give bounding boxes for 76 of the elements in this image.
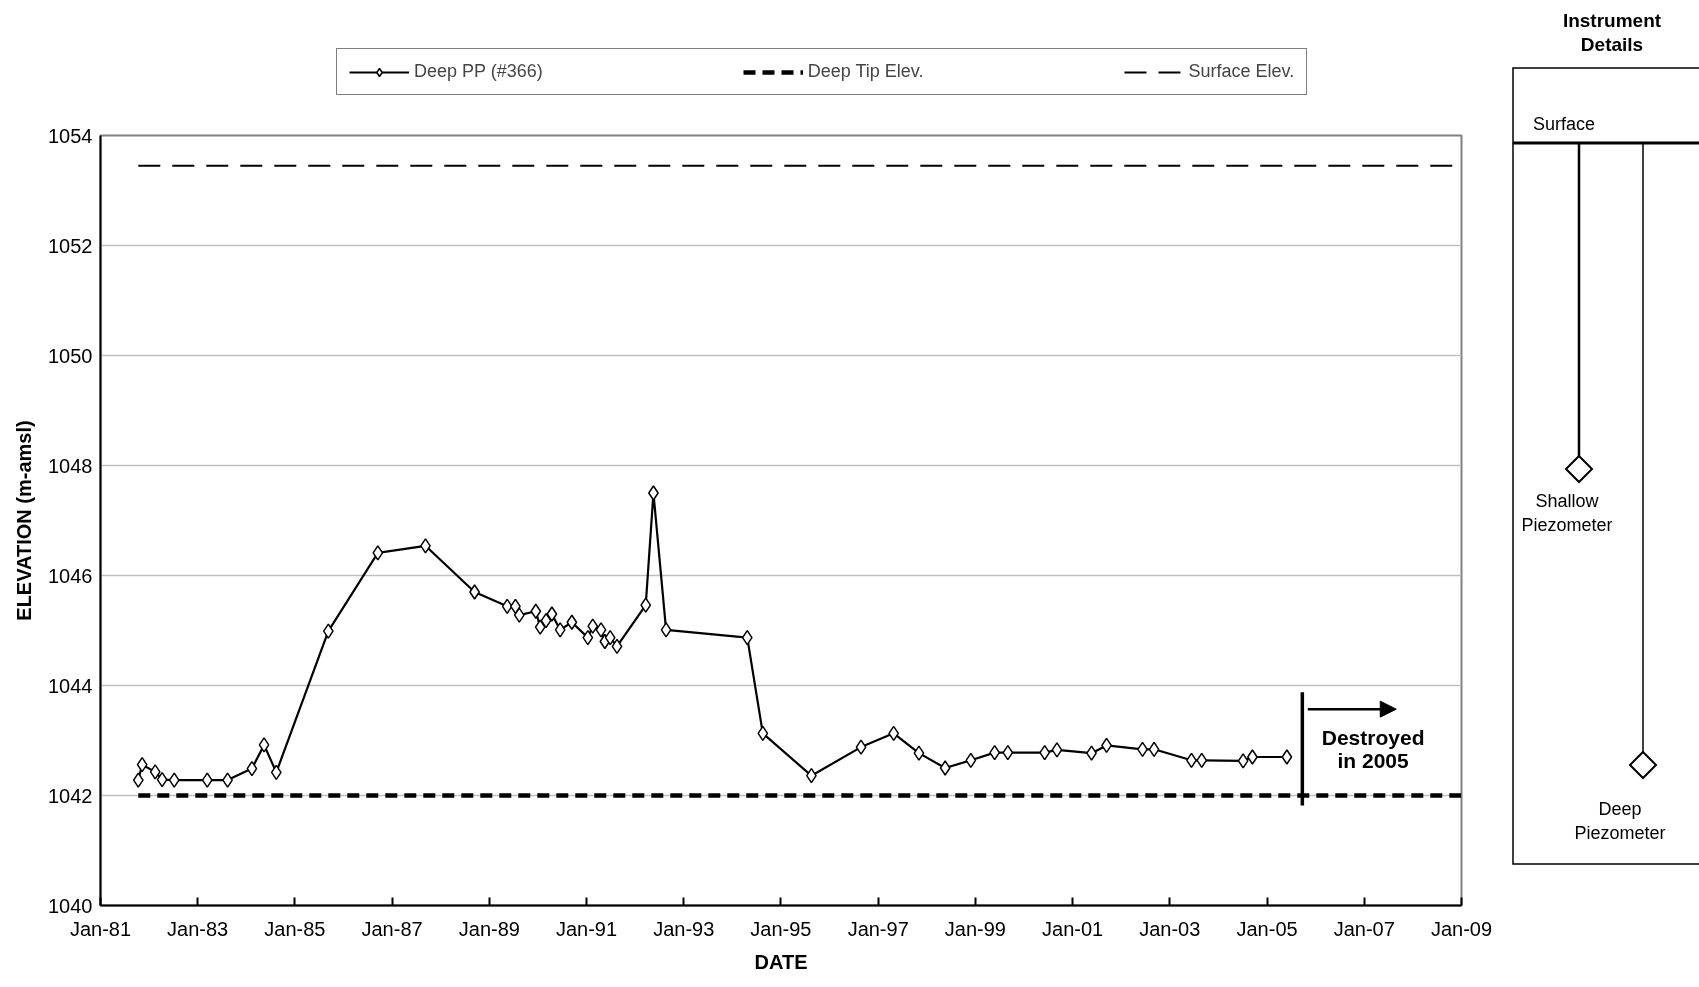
point <box>132 772 144 788</box>
y-tick-label: 1050 <box>48 344 93 367</box>
point <box>640 597 652 613</box>
y-tick-label: 1042 <box>48 784 93 807</box>
x-tick-label: Jan-87 <box>361 917 423 940</box>
point <box>757 725 769 742</box>
point <box>534 619 546 635</box>
point <box>1196 752 1208 769</box>
ref-line-label: Destroyed in 2005 <box>1321 726 1425 773</box>
point <box>258 737 270 753</box>
point <box>168 772 180 788</box>
y-tick-label: 1040 <box>48 894 93 917</box>
x-tick-label: Jan-85 <box>264 917 326 940</box>
x-tick-label: Jan-07 <box>1333 917 1395 940</box>
point <box>595 622 607 638</box>
text: Deep Piezometer <box>1574 799 1666 843</box>
y-tick-label: 1048 <box>48 454 93 477</box>
legend-label: Deep PP (#366) <box>414 61 543 82</box>
point <box>513 607 525 623</box>
x-tick-label: Jan-89 <box>458 917 520 940</box>
point <box>566 614 578 630</box>
point <box>530 603 542 619</box>
point <box>501 598 513 615</box>
x-tick-label: Jan-97 <box>847 917 909 940</box>
y-tick-label: 1052 <box>48 234 93 257</box>
x-tick-label: Jan-01 <box>1042 917 1104 940</box>
point <box>888 725 900 742</box>
legend-label: Surface Elev. <box>1188 61 1295 82</box>
point <box>546 606 558 622</box>
point <box>372 545 384 561</box>
point <box>246 760 258 777</box>
x-tick-label: Jan-03 <box>1139 917 1201 940</box>
point <box>1281 749 1293 765</box>
point <box>989 744 1001 761</box>
point <box>582 629 594 646</box>
x-axis-title: DATE <box>754 950 808 973</box>
point <box>604 629 616 646</box>
point <box>587 618 599 634</box>
point <box>660 622 672 638</box>
point <box>222 772 234 788</box>
point <box>1237 753 1249 769</box>
x-tick-label: Jan-09 <box>1430 917 1493 940</box>
point <box>611 638 623 655</box>
point <box>855 739 867 755</box>
point <box>939 760 951 776</box>
x-tick-label: Jan-99 <box>944 917 1006 940</box>
point <box>741 629 753 646</box>
point <box>270 764 282 781</box>
text: Surface <box>1532 114 1596 134</box>
x-tick-label: Jan-81 <box>69 917 132 940</box>
point <box>201 772 213 788</box>
legend-label: Deep Tip Elev. <box>807 61 924 82</box>
text: Instrument Details <box>1562 10 1662 55</box>
point <box>965 752 977 769</box>
text: Shallow Piezometer <box>1521 491 1613 535</box>
y-tick-label: 1046 <box>48 564 93 587</box>
point <box>1051 742 1063 758</box>
point <box>149 764 161 780</box>
point <box>1002 744 1014 761</box>
x-tick-label: Jan-91 <box>555 917 618 940</box>
point <box>913 745 925 761</box>
point <box>136 756 148 773</box>
point <box>1039 744 1051 761</box>
point <box>1148 741 1160 758</box>
point <box>156 771 168 788</box>
y-axis-title: ELEVATION (m-amsl) <box>13 420 36 621</box>
point <box>322 623 334 639</box>
point <box>805 767 817 784</box>
x-tick-label: Jan-93 <box>653 917 715 940</box>
point <box>554 622 566 638</box>
x-tick-label: Jan-95 <box>750 917 812 940</box>
x-tick-label: Jan-83 <box>167 917 229 940</box>
point <box>540 612 552 629</box>
y-tick-label: 1054 <box>48 124 93 147</box>
x-tick-label: Jan-05 <box>1236 917 1298 940</box>
y-tick-label: 1044 <box>48 674 93 697</box>
